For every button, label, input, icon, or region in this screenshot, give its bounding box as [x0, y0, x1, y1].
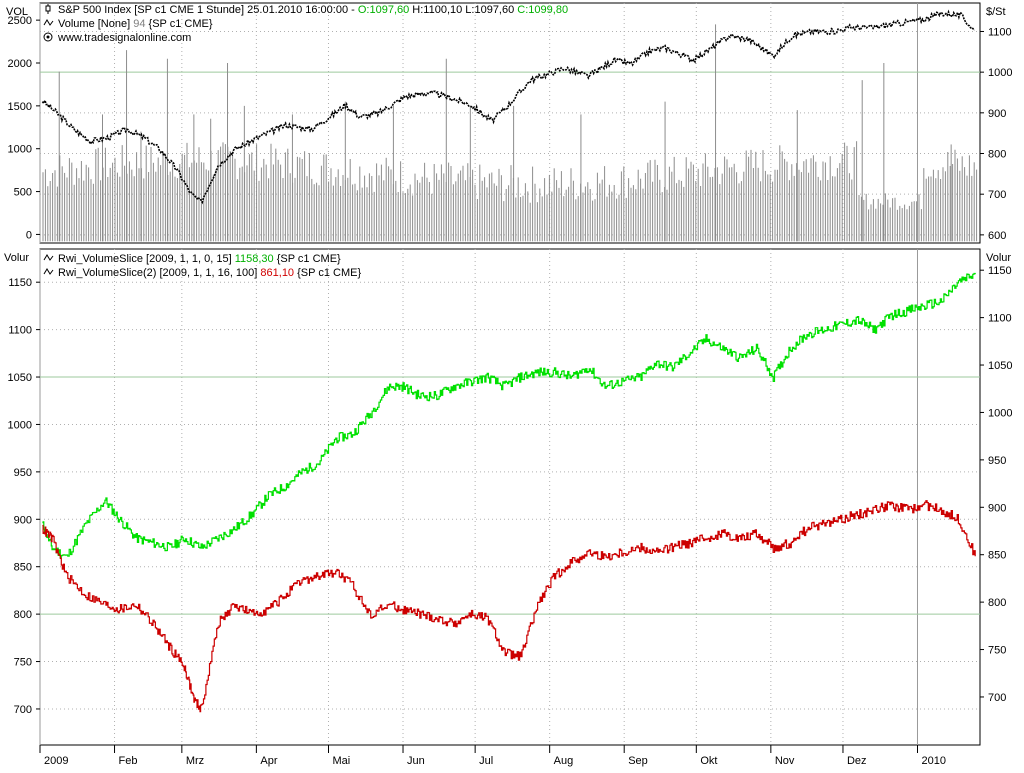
legend-entry: S&P 500 Index [SP c1 CME 1 Stunde] 25.01… [58, 4, 568, 16]
volume-tick-label: 2000 [8, 58, 32, 70]
time-axis-label: Mrz [186, 755, 204, 767]
legend-entry-value: O:1097,60 [358, 4, 409, 16]
legend-entry-text: S&P 500 Index [SP c1 CME 1 Stunde] 25.01… [58, 4, 358, 16]
legend-entry: Rwi_VolumeSlice(2) [2009, 1, 1, 16, 100]… [58, 267, 361, 279]
candlestick-icon [45, 4, 51, 14]
line-icon [43, 19, 54, 26]
slice-right-tick-label: 950 [988, 455, 1006, 467]
time-axis-label: Apr [260, 755, 277, 767]
top-legend: S&P 500 Index [SP c1 CME 1 Stunde] 25.01… [43, 4, 568, 44]
legend-entry: Volume [None] 94 {SP c1 CME} [58, 18, 213, 30]
time-axis: 2009 Feb Mrz Apr Mai Jun Jul Aug Sep Okt Nov Dez 201… [39, 745, 946, 767]
bottom-left-axis: 700 750 800 850 900 950 1000 1050 1100 1150 [8, 277, 40, 716]
volume-tick-label: 0 [26, 229, 32, 241]
slice-right-tick-label: 700 [988, 692, 1006, 704]
time-axis-label: Jun [407, 755, 425, 767]
bottom-legend: Rwi_VolumeSlice [2009, 1, 1, 0, 15] 1158… [43, 253, 361, 279]
slice-right-tick-label: 1100 [988, 313, 1012, 325]
legend-entry-text: Rwi_VolumeSlice(2) [2009, 1, 1, 16, 100] [58, 267, 260, 279]
slice-left-tick-label: 950 [14, 467, 32, 479]
time-axis-label: Sep [628, 755, 648, 767]
slice-left-tick-label: 1000 [8, 419, 32, 431]
slice-left-tick-label: 800 [14, 609, 32, 621]
time-axis-label: Feb [119, 755, 138, 767]
bottom-left-axis-label: Volur [4, 252, 29, 264]
price-tick-label: 900 [988, 108, 1006, 120]
time-axis-label: Jul [479, 755, 493, 767]
legend-entry-value: H:1100,10 L:1097,60 [409, 4, 517, 16]
bottom-series [42, 272, 976, 713]
slice-left-tick-label: 900 [14, 514, 32, 526]
legend-entry-text: Rwi_VolumeSlice [2009, 1, 1, 0, 15] [58, 253, 235, 265]
slice-left-tick-label: 750 [14, 657, 32, 669]
time-axis-label: 2010 [921, 755, 945, 767]
bottom-right-axis-label: Volur [986, 252, 1011, 264]
slice-right-tick-label: 850 [988, 550, 1006, 562]
top-left-axis: 0 500 1000 1500 2000 2500 [8, 15, 40, 241]
copyright-icon [43, 32, 53, 42]
slice-right-tick-label: 800 [988, 597, 1006, 609]
slice-left-tick-label: 700 [14, 704, 32, 716]
price-tick-label: 1000 [988, 67, 1012, 79]
legend-entry-text: Volume [None] [58, 18, 133, 30]
legend-entry-value: {SP c1 CME} [274, 253, 341, 265]
top-right-axis: 600 700 800 900 1000 1100 [980, 26, 1012, 242]
slice-right-tick-label: 1150 [988, 265, 1012, 277]
volume-slice-red-line [42, 500, 976, 713]
time-axis-label: 2009 [44, 755, 68, 767]
slice-left-tick-label: 850 [14, 562, 32, 574]
legend-entry-value: 1158,30 [235, 253, 274, 265]
slice-right-tick-label: 900 [988, 502, 1006, 514]
volume-tick-label: 1000 [8, 144, 32, 156]
bottom-right-axis: 700 750 800 850 900 950 1000 1050 1100 1150 [980, 265, 1012, 704]
top-left-axis-label: VOL [6, 6, 28, 18]
price-series [41, 9, 976, 205]
line-icon [43, 268, 54, 275]
time-axis-label: Nov [775, 755, 795, 767]
time-axis-label: Dez [847, 755, 867, 767]
price-tick-label: 1100 [988, 26, 1012, 38]
volume-bars [42, 24, 978, 242]
slice-left-tick-label: 1150 [8, 277, 32, 289]
slice-left-tick-label: 1050 [8, 372, 32, 384]
line-icon [43, 254, 54, 261]
legend-entry-value: 861,10 [260, 267, 294, 279]
time-axis-label: Mai [332, 755, 350, 767]
price-tick-label: 800 [988, 149, 1006, 161]
slice-right-tick-label: 1050 [988, 360, 1012, 372]
price-tick-label: 600 [988, 230, 1006, 242]
volume-tick-label: 500 [14, 187, 32, 199]
time-axis-label: Okt [700, 755, 717, 767]
volume-tick-label: 2500 [8, 15, 32, 27]
price-tick-label: 700 [988, 189, 1006, 201]
time-axis-label: Aug [554, 755, 574, 767]
volume-tick-label: 1500 [8, 101, 32, 113]
slice-right-tick-label: 1000 [988, 407, 1012, 419]
legend-entry-text: www.tradesignalonline.com [57, 32, 191, 44]
legend-entry: www.tradesignalonline.com [57, 32, 191, 44]
top-right-axis-label: $/St [986, 6, 1006, 18]
legend-entry: Rwi_VolumeSlice [2009, 1, 1, 0, 15] 1158… [58, 253, 341, 265]
legend-entry-value: {SP c1 CME} [294, 267, 361, 279]
slice-left-tick-label: 1100 [8, 325, 32, 337]
price-line [41, 9, 976, 205]
legend-entry-value: C:1099,80 [517, 4, 568, 16]
volume-slice-green-line [42, 272, 976, 559]
bottom-panel-grid [39, 249, 980, 745]
legend-entry-value: 94 [133, 18, 145, 30]
slice-right-tick-label: 750 [988, 645, 1006, 657]
legend-entry-value: {SP c1 CME} [145, 18, 212, 30]
